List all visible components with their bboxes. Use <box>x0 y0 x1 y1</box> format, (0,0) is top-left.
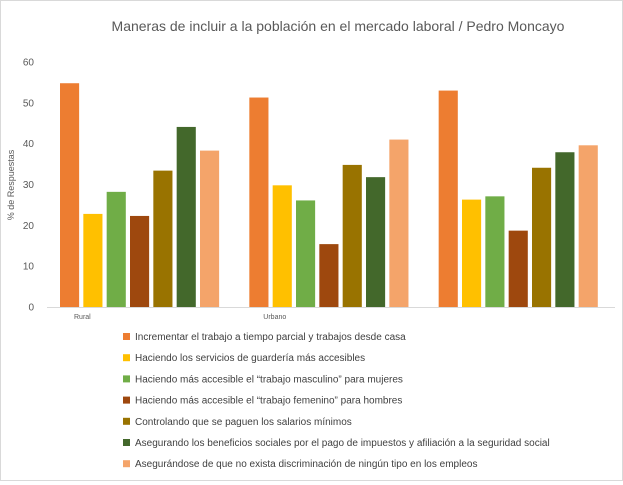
legend-swatch <box>123 354 130 362</box>
x-tick-label: Rural <box>74 314 91 321</box>
bar <box>130 215 150 307</box>
y-axis-label: % de Respuestas <box>6 149 16 220</box>
bar <box>319 244 339 307</box>
legend-swatch <box>123 439 130 446</box>
bar <box>555 152 575 307</box>
legend-label: Asegurándose de que no exista discrimina… <box>135 459 477 470</box>
bar <box>389 139 409 307</box>
y-tick-label: 50 <box>23 98 35 109</box>
bar <box>438 90 458 307</box>
bar <box>153 170 173 307</box>
legend-swatch <box>123 417 130 425</box>
bar <box>83 213 103 307</box>
y-tick-label: 0 <box>28 303 34 314</box>
bar <box>578 145 598 307</box>
bar <box>532 167 552 307</box>
bar <box>106 191 126 307</box>
legend-label: Haciendo más accesible el “trabajo mascu… <box>135 374 403 385</box>
bar <box>249 97 269 307</box>
legend-label: Haciendo más accesible el “trabajo femen… <box>135 396 402 407</box>
bar <box>485 196 505 307</box>
legend-label: Incrementar el trabajo a tiempo parcial … <box>135 332 406 343</box>
x-tick-label: Urbano <box>263 314 286 321</box>
chart-title: Maneras de incluir a la población en el … <box>112 18 565 34</box>
bar <box>272 185 292 307</box>
y-tick-label: 40 <box>23 139 35 150</box>
legend-swatch <box>123 333 130 340</box>
legend-swatch <box>123 396 130 404</box>
bars-group <box>60 83 598 308</box>
y-tick-label: 60 <box>23 58 35 69</box>
legend-swatch <box>123 460 130 468</box>
y-tick-label: 30 <box>23 180 35 191</box>
x-axis-ticks: Rural Urbano <box>74 314 286 321</box>
bar <box>176 126 196 308</box>
bar <box>200 150 220 307</box>
legend-label: Controlando que se paguen los salarios m… <box>135 417 352 428</box>
legend-label: Asegurando los beneficios sociales por e… <box>135 438 550 449</box>
bar <box>462 199 482 307</box>
bar <box>296 200 316 307</box>
y-tick-label: 20 <box>23 221 35 232</box>
bar <box>366 177 386 307</box>
bar <box>60 83 80 307</box>
bar <box>508 230 528 307</box>
legend: Incrementar el trabajo a tiempo parcial … <box>123 332 550 470</box>
legend-label: Haciendo los servicios de guardería más … <box>135 353 365 364</box>
y-tick-label: 10 <box>23 262 35 273</box>
bar <box>342 164 362 307</box>
y-axis-ticks: 0 10 20 30 40 50 60 <box>23 58 35 314</box>
legend-swatch <box>123 375 130 383</box>
